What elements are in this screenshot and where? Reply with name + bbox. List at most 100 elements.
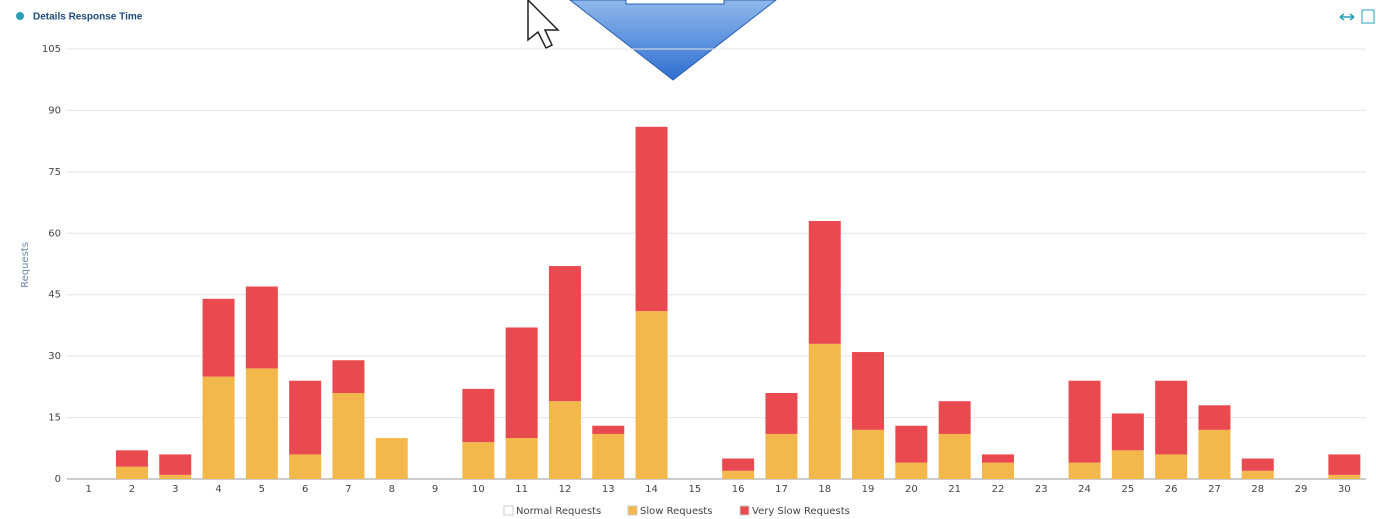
header-icon [16,12,24,20]
x-tick-label: 30 [1338,484,1351,495]
bar-segment [159,474,192,479]
bar-segment [1328,454,1361,475]
x-tick-label: 11 [515,484,528,495]
bar-segment [722,458,755,471]
bar-segment [808,221,841,344]
bar-segment [245,368,278,479]
x-tick-label: 3 [172,484,178,495]
overlay-arrow [569,0,777,81]
y-axis-label: Requests [20,242,31,288]
bar-segment [938,401,971,434]
x-tick-label: 2 [129,484,135,495]
bar-segment [202,298,235,377]
y-tick-label: 60 [48,228,61,239]
legend-swatch [739,505,750,516]
bar-segment [635,311,668,479]
x-tick-label: 12 [559,484,572,495]
x-tick-label: 26 [1165,484,1178,495]
x-tick-label: 6 [302,484,308,495]
x-tick-label: 8 [389,484,395,495]
x-tick-label: 10 [472,484,485,495]
bar-segment [289,454,322,479]
legend-swatch [503,505,514,516]
bar-segment [245,286,278,369]
resize-icon[interactable] [1339,13,1355,21]
x-tick-label: 1 [85,484,91,495]
bar-segment [1328,474,1361,479]
bar-segment [895,462,928,479]
bar-segment [592,425,625,434]
bar-segment [765,433,798,479]
bar-segment [852,352,885,430]
bar-segment [115,466,148,479]
x-tick-label: 23 [1035,484,1048,495]
bar-segment [548,266,581,402]
x-tick-label: 13 [602,484,615,495]
x-tick-label: 16 [732,484,745,495]
bar-segment [115,450,148,467]
legend-label: Normal Requests [516,506,601,517]
x-tick-label: 15 [688,484,701,495]
bar-segment [332,393,365,479]
bar-segment [895,425,928,463]
bar-segment [548,401,581,479]
x-tick-label: 5 [259,484,265,495]
bar-segment [1241,458,1274,471]
mouse-cursor [527,0,560,50]
legend-label: Very Slow Requests [752,506,850,517]
bar-segment [462,388,495,443]
x-tick-label: 28 [1251,484,1264,495]
x-tick-label: 4 [215,484,221,495]
panel-title: Details Response Time [33,12,143,23]
bar-segment [592,433,625,479]
x-tick-label: 29 [1295,484,1308,495]
y-tick-label: 105 [42,44,61,55]
header: Details Response Time [16,9,1375,24]
bar-segment [981,462,1014,479]
x-tick-label: 17 [775,484,788,495]
bar-segment [1068,462,1101,479]
bar-segment [375,438,408,479]
bar-segment [1068,380,1101,463]
bar-segment [852,429,885,479]
y-tick-label: 75 [48,167,61,178]
x-tick-label: 7 [345,484,351,495]
y-tick-label: 45 [48,290,61,301]
bar-segment [1111,413,1144,451]
bar-segment [635,126,668,312]
x-tick-label: 24 [1078,484,1091,495]
bar-segment [808,343,841,479]
legend-label: Slow Requests [640,506,712,517]
y-tick-label: 30 [48,351,61,362]
x-tick-label: 20 [905,484,918,495]
bar-segment [722,470,755,479]
maximize-icon[interactable] [1361,9,1375,24]
x-tick-label: 22 [992,484,1005,495]
bar-segment [505,327,538,439]
bar-segment [1111,450,1144,479]
bar-segment [1155,380,1188,455]
bar-segment [765,393,798,434]
bar-segment [938,433,971,479]
bar-segment [1155,454,1188,479]
x-tick-label: 19 [862,484,875,495]
bar-segment [462,442,495,479]
x-tick-label: 14 [645,484,658,495]
bar-segment [1198,429,1231,479]
x-tick-label: 9 [432,484,438,495]
y-tick-label: 90 [48,105,61,116]
bar-segment [981,454,1014,463]
bar-segment [505,438,538,479]
bar-segment [202,376,235,479]
y-tick-label: 0 [55,474,61,485]
bar-segment [289,380,322,455]
bar-segment [332,360,365,393]
y-tick-label: 15 [48,413,61,424]
legend-swatch [627,505,638,516]
x-tick-label: 18 [818,484,831,495]
bar-segment [1198,405,1231,430]
x-tick-label: 25 [1121,484,1134,495]
x-tick-label: 27 [1208,484,1221,495]
